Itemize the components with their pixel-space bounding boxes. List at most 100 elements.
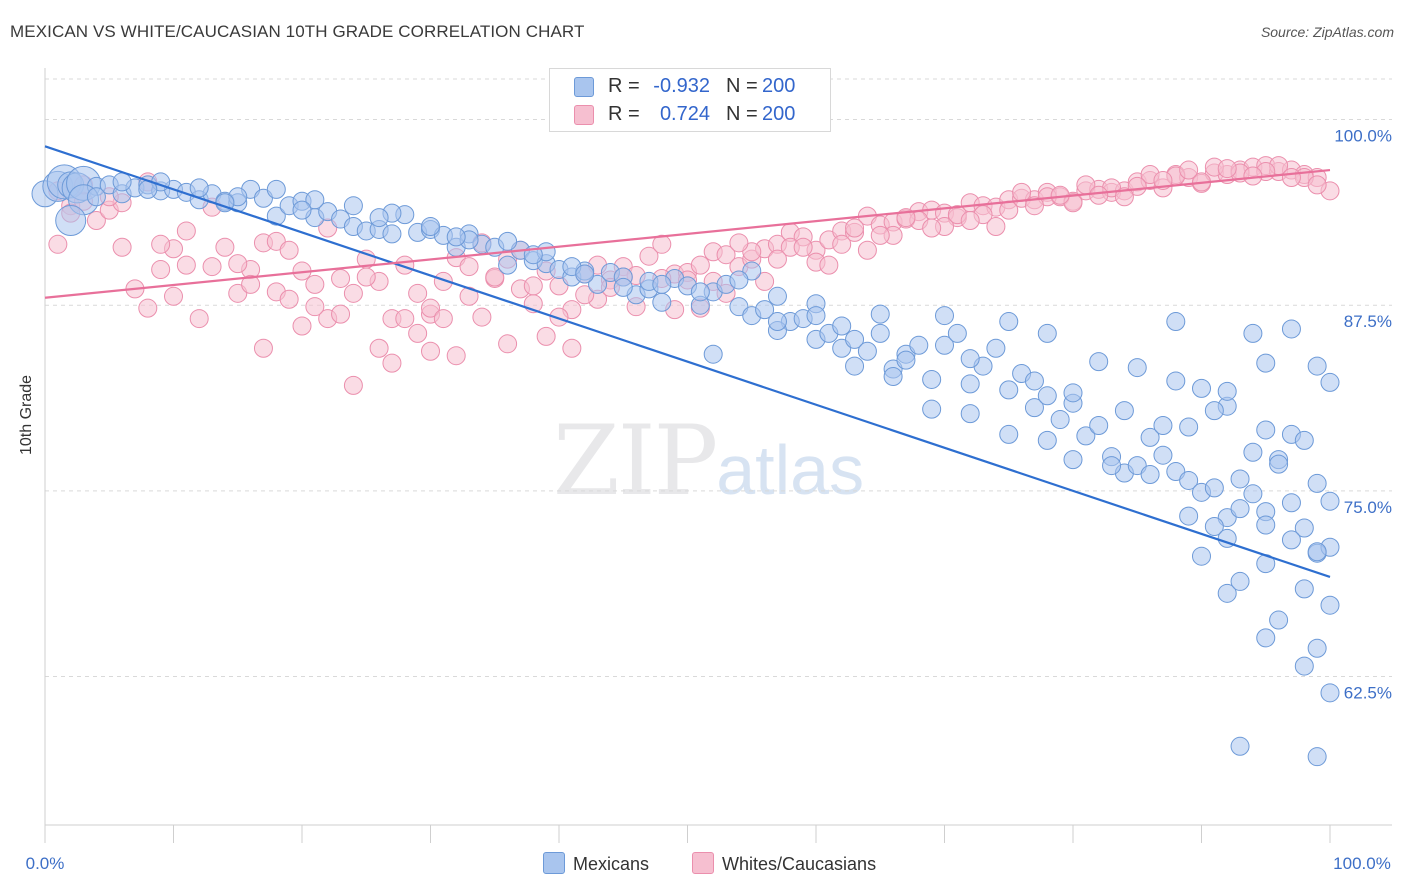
point-mexicans [870, 323, 890, 343]
point-mexicans [1294, 518, 1314, 538]
point-mexicans [292, 200, 312, 220]
legend-r-value: -0.932 [653, 75, 710, 97]
point-whites [382, 353, 402, 373]
trendline-mexicans [44, 145, 1331, 579]
point-mexicans [446, 227, 466, 247]
point-mexicans [1281, 319, 1301, 339]
point-whites [331, 268, 351, 288]
point-mexicans [1166, 371, 1186, 391]
point-mexicans [703, 344, 723, 364]
point-mexicans [498, 231, 518, 251]
point-mexicans [999, 380, 1019, 400]
point-whites [999, 200, 1019, 220]
point-mexicans [909, 335, 929, 355]
point-whites [1114, 187, 1134, 207]
point-whites [832, 234, 852, 254]
point-whites [189, 309, 209, 329]
point-mexicans [613, 277, 633, 297]
point-whites [845, 218, 865, 238]
point-whites [151, 260, 171, 280]
point-whites [498, 334, 518, 354]
legend-swatch-mexicans [574, 77, 594, 97]
point-mexicans [1294, 430, 1314, 450]
point-mexicans [588, 274, 608, 294]
point-whites [253, 338, 273, 358]
point-whites [421, 298, 440, 318]
point-whites [690, 255, 710, 275]
point-mexicans [922, 399, 942, 419]
point-mexicans [832, 316, 852, 336]
point-mexicans [1102, 456, 1122, 476]
point-mexicans [112, 172, 132, 192]
legend-n-value: 200 [762, 103, 796, 125]
point-whites [1179, 160, 1199, 180]
point-whites [1012, 182, 1032, 202]
legend-item-mexicans[interactable]: Mexicans [543, 852, 649, 875]
point-mexicans [767, 312, 787, 332]
point-mexicans [1269, 610, 1289, 630]
point-mexicans [343, 196, 363, 216]
point-mexicans [1243, 323, 1263, 343]
point-mexicans [575, 264, 595, 284]
point-mexicans [1153, 415, 1173, 435]
point-mexicans [652, 274, 672, 294]
chart-title: MEXICAN VS WHITE/CAUCASIAN 10TH GRADE CO… [10, 22, 585, 41]
legend-item-whites[interactable]: Whites/Caucasians [692, 852, 876, 875]
point-whites [395, 309, 415, 329]
point-mexicans [986, 338, 1006, 358]
legend-swatch-mexicans [543, 852, 565, 874]
legend-stats: R = -0.932 N = 200 R = 0.724 N = 200 [549, 68, 831, 132]
point-whites [433, 271, 453, 291]
point-whites [151, 234, 171, 254]
point-whites [228, 254, 248, 274]
point-mexicans [1256, 353, 1276, 373]
point-whites [292, 316, 312, 336]
point-mexicans [86, 187, 106, 207]
point-mexicans [883, 366, 903, 386]
point-whites [986, 216, 1006, 236]
point-whites [523, 276, 543, 296]
point-whites [536, 326, 556, 346]
point-mexicans [1204, 478, 1224, 498]
point-whites [1153, 170, 1173, 190]
legend-n-label: N = [726, 75, 758, 97]
legend-n-label: N = [726, 103, 758, 125]
point-mexicans [369, 208, 389, 228]
point-whites [356, 267, 376, 287]
point-mexicans [999, 312, 1019, 332]
point-mexicans [1256, 515, 1276, 535]
point-whites [408, 323, 428, 343]
series-whites-points [48, 156, 1340, 395]
point-mexicans [266, 179, 286, 199]
point-mexicans [960, 404, 980, 424]
watermark-zip: ZIP [553, 405, 718, 517]
point-mexicans [896, 350, 916, 370]
point-whites [549, 307, 569, 327]
point-mexicans [1037, 430, 1057, 450]
point-mexicans [755, 300, 775, 320]
x-tick-label: 100.0% [1333, 854, 1391, 873]
point-mexicans [421, 216, 440, 236]
point-mexicans [922, 369, 942, 389]
point-whites [331, 304, 351, 324]
point-whites [176, 255, 196, 275]
legend-label-mexicans: Mexicans [573, 854, 650, 874]
point-mexicans [806, 306, 826, 326]
point-mexicans [1037, 386, 1057, 406]
point-mexicans [189, 178, 209, 198]
legend-r-value: 0.724 [659, 103, 710, 125]
point-mexicans [1320, 595, 1340, 615]
point-whites [1024, 196, 1044, 216]
point-mexicans [1320, 372, 1340, 392]
point-mexicans [266, 206, 286, 226]
point-whites [652, 234, 672, 254]
point-mexicans [1076, 426, 1096, 446]
point-mexicans [1037, 323, 1057, 343]
tick-labels: 62.5% 75.0% 87.5% 100.0% 0.0% 100.0% [26, 127, 1392, 873]
point-mexicans [1204, 401, 1224, 421]
legend-n-value: 200 [762, 75, 796, 97]
point-whites [408, 283, 428, 303]
point-mexicans [1307, 747, 1327, 767]
point-mexicans [1294, 579, 1314, 599]
